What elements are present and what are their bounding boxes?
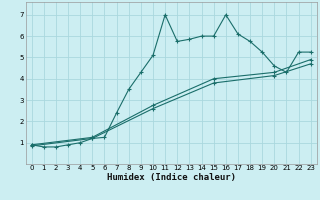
X-axis label: Humidex (Indice chaleur): Humidex (Indice chaleur): [107, 173, 236, 182]
